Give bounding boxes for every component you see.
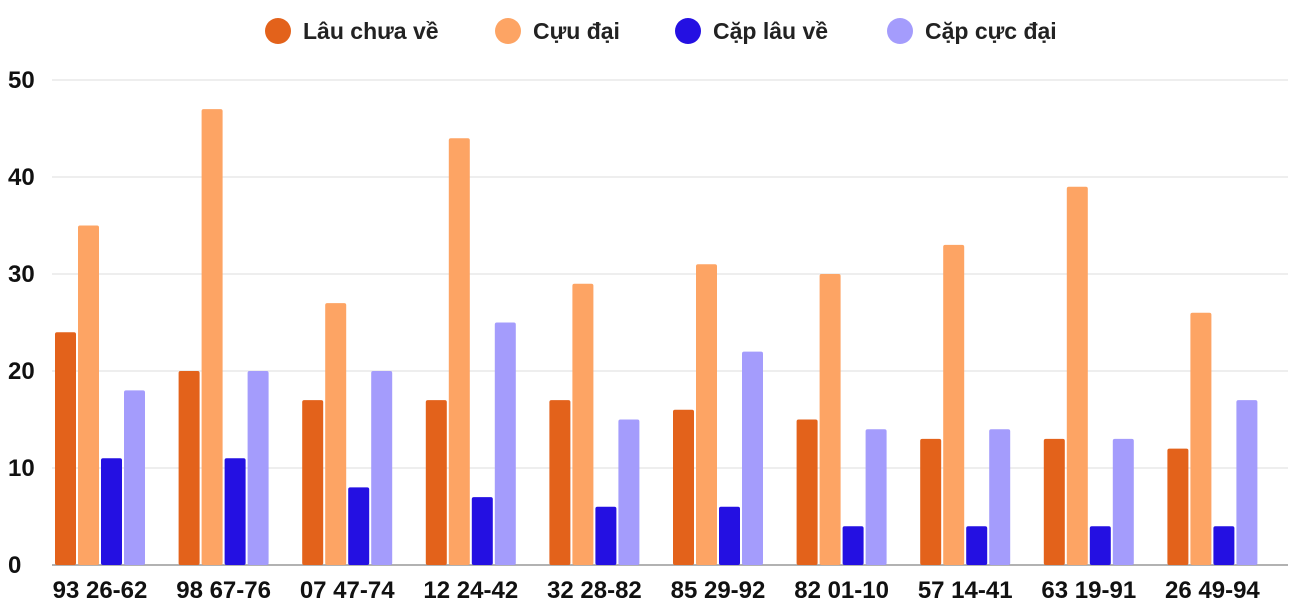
bars: [55, 109, 1258, 565]
bar: [55, 332, 76, 565]
y-tick-label: 10: [8, 455, 35, 482]
legend-swatch: [495, 18, 521, 44]
bar: [247, 371, 269, 565]
bar: [673, 409, 694, 565]
bar: [742, 351, 763, 565]
bar: [1167, 448, 1189, 565]
x-tick-label: 85 29-92: [671, 577, 766, 600]
bar: [966, 526, 988, 565]
bar: [302, 400, 324, 565]
bar: [471, 497, 493, 565]
legend-swatch: [675, 18, 701, 44]
x-tick-label: 98 67-76: [176, 577, 271, 600]
legend-label: Cựu đại: [533, 18, 620, 44]
bar: [943, 244, 965, 565]
x-tick-label: 82 01-10: [794, 577, 889, 600]
x-axis-labels: 93 26-62 98 67-76 07 47-74 12 24-42 32 28-82…: [53, 577, 1261, 600]
bar: [101, 458, 122, 565]
x-tick-label: 07 47-74: [300, 577, 395, 600]
x-tick-label: 93 26-62: [53, 577, 148, 600]
bar: [494, 322, 516, 565]
bar-group: [549, 283, 640, 565]
bar: [1043, 438, 1065, 565]
y-tick-label: 0: [8, 552, 21, 579]
bar: [325, 303, 347, 565]
legend-swatch: [887, 18, 913, 44]
bar: [1112, 438, 1134, 565]
x-tick-label: 32 28-82: [547, 577, 642, 600]
bar: [696, 264, 717, 565]
bar-group: [920, 244, 1011, 565]
y-tick-label: 30: [8, 261, 35, 288]
legend-item: Cựu đại: [495, 18, 620, 44]
bar: [796, 419, 818, 565]
bar: [572, 283, 594, 565]
bar-group: [178, 109, 269, 565]
bar: [78, 225, 99, 565]
legend-item: Cặp cực đại: [887, 18, 1057, 44]
bar: [124, 390, 145, 565]
bar: [920, 438, 942, 565]
bar: [1066, 186, 1088, 565]
bar: [842, 526, 864, 565]
bar: [1190, 312, 1212, 565]
x-tick-label: 12 24-42: [423, 577, 518, 600]
legend-item: Cặp lâu về: [675, 18, 828, 44]
bar-group: [55, 225, 145, 565]
bar: [448, 138, 470, 565]
x-tick-label: 26 49-94: [1165, 577, 1260, 600]
legend-label: Lâu chưa về: [303, 18, 439, 44]
x-tick-label: 63 19-91: [1041, 577, 1136, 600]
bar-group: [1167, 312, 1258, 565]
bar: [224, 458, 246, 565]
bar-group: [1043, 186, 1134, 565]
y-axis-ticks: 0 10 20 30 40 50: [8, 67, 35, 579]
bar: [719, 506, 740, 565]
bar: [425, 400, 447, 565]
bar: [865, 429, 887, 565]
legend-label: Cặp lâu về: [713, 18, 828, 44]
bar-group: [673, 264, 763, 565]
legend-label: Cặp cực đại: [925, 18, 1057, 44]
bar: [549, 400, 571, 565]
bar: [595, 506, 617, 565]
bar-group: [425, 138, 516, 565]
bar: [819, 274, 841, 565]
y-tick-label: 20: [8, 358, 35, 385]
x-tick-label: 57 14-41: [918, 577, 1013, 600]
bar: [989, 429, 1011, 565]
bar: [1089, 526, 1111, 565]
bar-group: [796, 274, 887, 565]
legend: Lâu chưa về Cựu đại Cặp lâu về Cặp cực đại: [265, 18, 1057, 44]
bar: [371, 371, 393, 565]
legend-swatch: [265, 18, 291, 44]
bar: [178, 371, 200, 565]
bar-group: [302, 303, 393, 565]
y-tick-label: 50: [8, 67, 35, 94]
bar: [1236, 400, 1258, 565]
y-tick-label: 40: [8, 164, 35, 191]
bar: [1213, 526, 1235, 565]
bar: [348, 487, 370, 565]
legend-item: Lâu chưa về: [265, 18, 439, 44]
bar: [618, 419, 640, 565]
bar: [201, 109, 223, 565]
